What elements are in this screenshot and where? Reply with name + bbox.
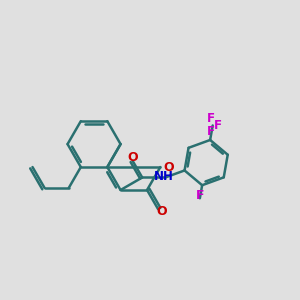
Text: F: F [207, 112, 215, 125]
Text: O: O [163, 160, 174, 174]
Text: F: F [207, 125, 215, 139]
Text: F: F [214, 119, 222, 132]
Text: NH: NH [154, 169, 174, 182]
Text: F: F [196, 189, 204, 202]
Text: O: O [157, 205, 167, 218]
Text: O: O [127, 151, 138, 164]
